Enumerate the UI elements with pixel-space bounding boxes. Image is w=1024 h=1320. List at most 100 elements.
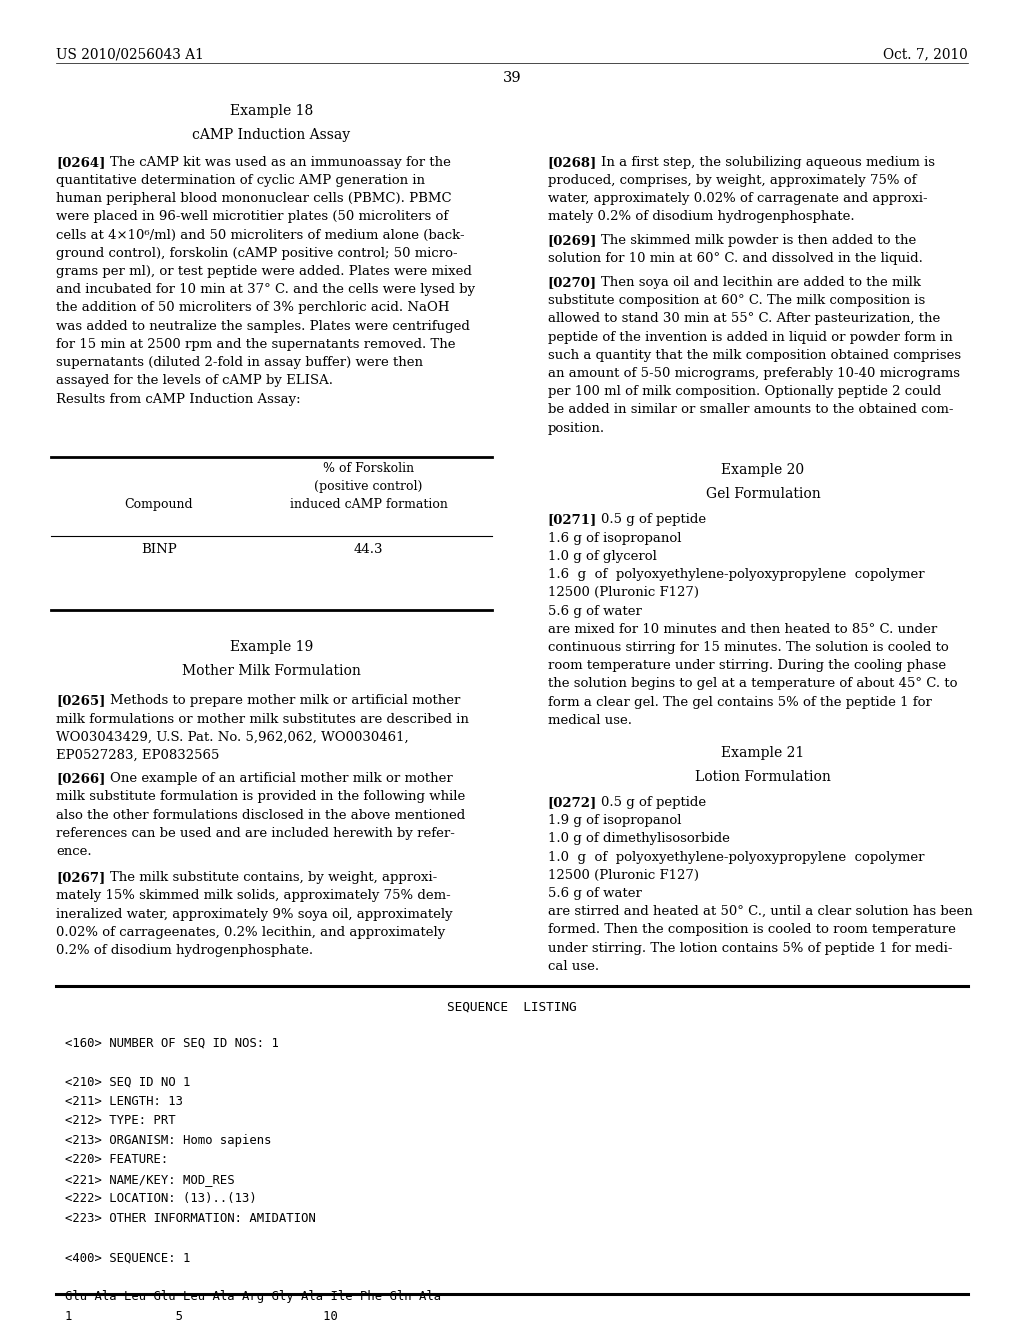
Text: 1.0 g of dimethylisosorbide: 1.0 g of dimethylisosorbide <box>548 833 730 845</box>
Text: cells at 4×10⁶/ml) and 50 microliters of medium alone (back-: cells at 4×10⁶/ml) and 50 microliters of… <box>56 228 465 242</box>
Text: were placed in 96-well microtitier plates (50 microliters of: were placed in 96-well microtitier plate… <box>56 210 449 223</box>
Text: <400> SEQUENCE: 1: <400> SEQUENCE: 1 <box>65 1251 189 1265</box>
Text: WO03043429, U.S. Pat. No. 5,962,062, WO0030461,: WO03043429, U.S. Pat. No. 5,962,062, WO0… <box>56 731 409 743</box>
Text: Example 19: Example 19 <box>229 640 313 655</box>
Text: 12500 (Pluronic F127): 12500 (Pluronic F127) <box>548 869 698 882</box>
Text: the addition of 50 microliters of 3% perchloric acid. NaOH: the addition of 50 microliters of 3% per… <box>56 301 450 314</box>
Text: <223> OTHER INFORMATION: AMIDATION: <223> OTHER INFORMATION: AMIDATION <box>65 1212 315 1225</box>
Text: 1.0  g  of  polyoxyethylene-polyoxypropylene  copolymer: 1.0 g of polyoxyethylene-polyoxypropylen… <box>548 850 925 863</box>
Text: <212> TYPE: PRT: <212> TYPE: PRT <box>65 1114 175 1127</box>
Text: % of Forskolin: % of Forskolin <box>324 462 414 475</box>
Text: ground control), forskolin (cAMP positive control; 50 micro-: ground control), forskolin (cAMP positiv… <box>56 247 458 260</box>
Text: the solution begins to gel at a temperature of about 45° C. to: the solution begins to gel at a temperat… <box>548 677 957 690</box>
Text: produced, comprises, by weight, approximately 75% of: produced, comprises, by weight, approxim… <box>548 174 916 187</box>
Text: induced cAMP formation: induced cAMP formation <box>290 499 447 511</box>
Text: milk substitute formulation is provided in the following while: milk substitute formulation is provided … <box>56 791 466 804</box>
Text: [0264]: [0264] <box>56 156 105 169</box>
Text: Mother Milk Formulation: Mother Milk Formulation <box>182 664 360 678</box>
Text: The cAMP kit was used as an immunoassay for the: The cAMP kit was used as an immunoassay … <box>110 156 451 169</box>
Text: [0270]: [0270] <box>548 276 597 289</box>
Text: US 2010/0256043 A1: US 2010/0256043 A1 <box>56 48 204 62</box>
Text: <160> NUMBER OF SEQ ID NOS: 1: <160> NUMBER OF SEQ ID NOS: 1 <box>65 1036 279 1049</box>
Text: supernatants (diluted 2-fold in assay buffer) were then: supernatants (diluted 2-fold in assay bu… <box>56 356 423 370</box>
Text: peptide of the invention is added in liquid or powder form in: peptide of the invention is added in liq… <box>548 330 952 343</box>
Text: Example 21: Example 21 <box>721 746 805 760</box>
Text: <222> LOCATION: (13)..(13): <222> LOCATION: (13)..(13) <box>65 1192 256 1205</box>
Text: 1.6 g of isopropanol: 1.6 g of isopropanol <box>548 532 681 545</box>
Text: solution for 10 min at 60° C. and dissolved in the liquid.: solution for 10 min at 60° C. and dissol… <box>548 252 923 265</box>
Text: EP0527283, EP0832565: EP0527283, EP0832565 <box>56 748 220 762</box>
Text: substitute composition at 60° C. The milk composition is: substitute composition at 60° C. The mil… <box>548 294 925 308</box>
Text: 0.2% of disodium hydrogenphosphate.: 0.2% of disodium hydrogenphosphate. <box>56 944 313 957</box>
Text: [0268]: [0268] <box>548 156 597 169</box>
Text: The milk substitute contains, by weight, approxi-: The milk substitute contains, by weight,… <box>110 871 437 884</box>
Text: 1              5                   10: 1 5 10 <box>65 1309 337 1320</box>
Text: form a clear gel. The gel contains 5% of the peptide 1 for: form a clear gel. The gel contains 5% of… <box>548 696 932 709</box>
Text: are mixed for 10 minutes and then heated to 85° C. under: are mixed for 10 minutes and then heated… <box>548 623 937 636</box>
Text: ence.: ence. <box>56 845 92 858</box>
Text: Gel Formulation: Gel Formulation <box>706 487 820 502</box>
Text: assayed for the levels of cAMP by ELISA.: assayed for the levels of cAMP by ELISA. <box>56 375 334 387</box>
Text: Methods to prepare mother milk or artificial mother: Methods to prepare mother milk or artifi… <box>110 694 460 708</box>
Text: [0271]: [0271] <box>548 513 597 527</box>
Text: references can be used and are included herewith by refer-: references can be used and are included … <box>56 826 456 840</box>
Text: 1.6  g  of  polyoxyethylene-polyoxypropylene  copolymer: 1.6 g of polyoxyethylene-polyoxypropylen… <box>548 568 925 581</box>
Text: ineralized water, approximately 9% soya oil, approximately: ineralized water, approximately 9% soya … <box>56 908 453 920</box>
Text: Glu Ala Leu Glu Leu Ala Arg Gly Ala Ile Phe Gln Ala: Glu Ala Leu Glu Leu Ala Arg Gly Ala Ile … <box>65 1290 440 1303</box>
Text: are stirred and heated at 50° C., until a clear solution has been: are stirred and heated at 50° C., until … <box>548 906 973 919</box>
Text: 5.6 g of water: 5.6 g of water <box>548 605 642 618</box>
Text: such a quantity that the milk composition obtained comprises: such a quantity that the milk compositio… <box>548 348 961 362</box>
Text: Compound: Compound <box>124 499 194 511</box>
Text: [0266]: [0266] <box>56 772 105 785</box>
Text: and incubated for 10 min at 37° C. and the cells were lysed by: and incubated for 10 min at 37° C. and t… <box>56 284 475 296</box>
Text: Results from cAMP Induction Assay:: Results from cAMP Induction Assay: <box>56 392 301 405</box>
Text: Oct. 7, 2010: Oct. 7, 2010 <box>883 48 968 62</box>
Text: cal use.: cal use. <box>548 960 599 973</box>
Text: [0265]: [0265] <box>56 694 105 708</box>
Text: 39: 39 <box>503 71 521 86</box>
Text: for 15 min at 2500 rpm and the supernatants removed. The: for 15 min at 2500 rpm and the supernata… <box>56 338 456 351</box>
Text: Then soya oil and lecithin are added to the milk: Then soya oil and lecithin are added to … <box>601 276 922 289</box>
Text: One example of an artificial mother milk or mother: One example of an artificial mother milk… <box>110 772 453 785</box>
Text: also the other formulations disclosed in the above mentioned: also the other formulations disclosed in… <box>56 809 466 821</box>
Text: grams per ml), or test peptide were added. Plates were mixed: grams per ml), or test peptide were adde… <box>56 265 472 279</box>
Text: quantitative determination of cyclic AMP generation in: quantitative determination of cyclic AMP… <box>56 174 425 187</box>
Text: was added to neutralize the samples. Plates were centrifuged: was added to neutralize the samples. Pla… <box>56 319 470 333</box>
Text: an amount of 5-50 micrograms, preferably 10-40 micrograms: an amount of 5-50 micrograms, preferably… <box>548 367 959 380</box>
Text: be added in similar or smaller amounts to the obtained com-: be added in similar or smaller amounts t… <box>548 404 953 416</box>
Text: [0267]: [0267] <box>56 871 105 884</box>
Text: 44.3: 44.3 <box>354 543 383 556</box>
Text: The skimmed milk powder is then added to the: The skimmed milk powder is then added to… <box>601 234 916 247</box>
Text: position.: position. <box>548 421 605 434</box>
Text: Example 18: Example 18 <box>229 104 313 119</box>
Text: [0269]: [0269] <box>548 234 597 247</box>
Text: mately 15% skimmed milk solids, approximately 75% dem-: mately 15% skimmed milk solids, approxim… <box>56 890 451 903</box>
Text: milk formulations or mother milk substitutes are described in: milk formulations or mother milk substit… <box>56 713 469 726</box>
Text: room temperature under stirring. During the cooling phase: room temperature under stirring. During … <box>548 659 946 672</box>
Text: (positive control): (positive control) <box>314 480 423 494</box>
Text: allowed to stand 30 min at 55° C. After pasteurization, the: allowed to stand 30 min at 55° C. After … <box>548 313 940 325</box>
Text: cAMP Induction Assay: cAMP Induction Assay <box>193 128 350 143</box>
Text: 12500 (Pluronic F127): 12500 (Pluronic F127) <box>548 586 698 599</box>
Text: <211> LENGTH: 13: <211> LENGTH: 13 <box>65 1094 182 1107</box>
Text: human peripheral blood mononuclear cells (PBMC). PBMC: human peripheral blood mononuclear cells… <box>56 193 452 205</box>
Text: <220> FEATURE:: <220> FEATURE: <box>65 1154 168 1167</box>
Text: 1.0 g of glycerol: 1.0 g of glycerol <box>548 550 656 562</box>
Text: SEQUENCE  LISTING: SEQUENCE LISTING <box>447 1001 577 1014</box>
Text: per 100 ml of milk composition. Optionally peptide 2 could: per 100 ml of milk composition. Optional… <box>548 385 941 399</box>
Text: 0.02% of carrageenates, 0.2% lecithin, and approximately: 0.02% of carrageenates, 0.2% lecithin, a… <box>56 925 445 939</box>
Text: medical use.: medical use. <box>548 714 632 727</box>
Text: under stirring. The lotion contains 5% of peptide 1 for medi-: under stirring. The lotion contains 5% o… <box>548 941 952 954</box>
Text: BINP: BINP <box>141 543 176 556</box>
Text: <213> ORGANISM: Homo sapiens: <213> ORGANISM: Homo sapiens <box>65 1134 271 1147</box>
Text: mately 0.2% of disodium hydrogenphosphate.: mately 0.2% of disodium hydrogenphosphat… <box>548 210 854 223</box>
Text: <221> NAME/KEY: MOD_RES: <221> NAME/KEY: MOD_RES <box>65 1173 234 1185</box>
Text: 1.9 g of isopropanol: 1.9 g of isopropanol <box>548 814 681 828</box>
Text: continuous stirring for 15 minutes. The solution is cooled to: continuous stirring for 15 minutes. The … <box>548 642 948 653</box>
Text: In a first step, the solubilizing aqueous medium is: In a first step, the solubilizing aqueou… <box>601 156 935 169</box>
Text: Lotion Formulation: Lotion Formulation <box>695 770 830 784</box>
Text: 5.6 g of water: 5.6 g of water <box>548 887 642 900</box>
Text: 0.5 g of peptide: 0.5 g of peptide <box>601 796 707 809</box>
Text: 0.5 g of peptide: 0.5 g of peptide <box>601 513 707 527</box>
Text: [0272]: [0272] <box>548 796 597 809</box>
